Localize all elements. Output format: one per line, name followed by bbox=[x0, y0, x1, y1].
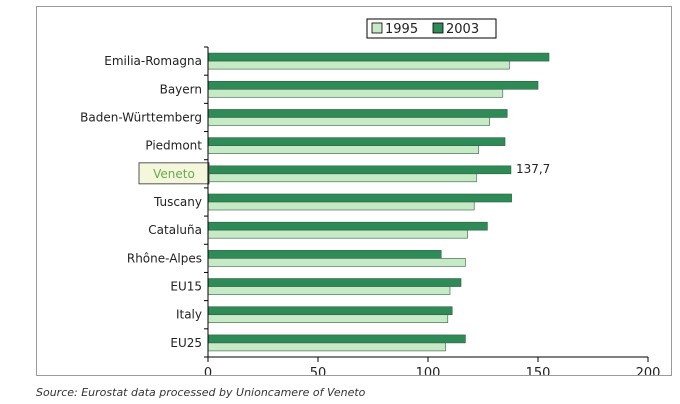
bar-2003-emilia-romagna bbox=[207, 52, 550, 62]
x-tick-label: 100 bbox=[416, 366, 441, 375]
bar-1995-italy bbox=[207, 314, 449, 324]
bar-2003-veneto bbox=[207, 165, 512, 175]
legend-swatch-2003 bbox=[432, 22, 444, 34]
bar-1995-bayern bbox=[207, 88, 504, 98]
bar-2003-catalu-a bbox=[207, 221, 488, 231]
category-label: Rhône-Alpes bbox=[127, 251, 202, 265]
x-tick-label: 200 bbox=[636, 366, 661, 375]
category-label: Veneto bbox=[153, 167, 195, 181]
legend-label: 2003 bbox=[446, 22, 479, 37]
x-tick-label: 0 bbox=[204, 366, 212, 375]
bar-1995-veneto bbox=[207, 173, 477, 183]
bar-2003-rh-ne-alpes bbox=[207, 250, 442, 259]
category-label: EU25 bbox=[170, 336, 202, 350]
category-label: Emilia-Romagna bbox=[104, 54, 202, 68]
bar-2003-italy bbox=[207, 306, 453, 316]
bar-2003-bayern bbox=[207, 80, 539, 90]
category-label: Italy bbox=[176, 308, 202, 322]
bar-1995-tuscany bbox=[207, 201, 475, 211]
bar-1995-catalu-a bbox=[207, 229, 468, 239]
bar-1995-rh-ne-alpes bbox=[207, 258, 466, 267]
category-label: EU15 bbox=[170, 280, 202, 294]
bar-2003-piedmont bbox=[207, 137, 506, 146]
bar-2003-eu15 bbox=[207, 278, 462, 287]
x-tick-label: 50 bbox=[310, 366, 327, 375]
x-tick-label: 150 bbox=[526, 366, 551, 375]
legend-box bbox=[366, 18, 497, 39]
bar-2003-tuscany bbox=[207, 193, 512, 203]
bar-1995-eu15 bbox=[207, 286, 451, 295]
legend-label: 1995 bbox=[385, 22, 418, 37]
source-note: Source: Eurostat data processed by Union… bbox=[36, 386, 366, 399]
category-label: Bayern bbox=[160, 82, 202, 96]
category-label: Cataluña bbox=[148, 223, 202, 237]
bar-1995-emilia-romagna bbox=[207, 60, 510, 70]
bar-chart: Emilia-Romagna Bayern Baden-Württemberg Pie… bbox=[80, 18, 661, 375]
chart-frame: Emilia-Romagna Bayern Baden-Württemberg Pie… bbox=[36, 6, 672, 376]
bar-1995-piedmont bbox=[207, 145, 479, 154]
bar-1995-baden-w-rttemberg bbox=[207, 117, 490, 126]
bar-1995-eu25 bbox=[207, 342, 446, 352]
data-label: 137,7 bbox=[516, 162, 550, 176]
category-label: Piedmont bbox=[145, 139, 202, 153]
bar-2003-baden-w-rttemberg bbox=[207, 109, 508, 118]
legend-swatch-1995 bbox=[371, 22, 383, 34]
highlight-box bbox=[138, 162, 210, 185]
category-label: Tuscany bbox=[153, 195, 202, 209]
category-label: Baden-Württemberg bbox=[80, 110, 202, 124]
bar-2003-eu25 bbox=[207, 334, 466, 344]
